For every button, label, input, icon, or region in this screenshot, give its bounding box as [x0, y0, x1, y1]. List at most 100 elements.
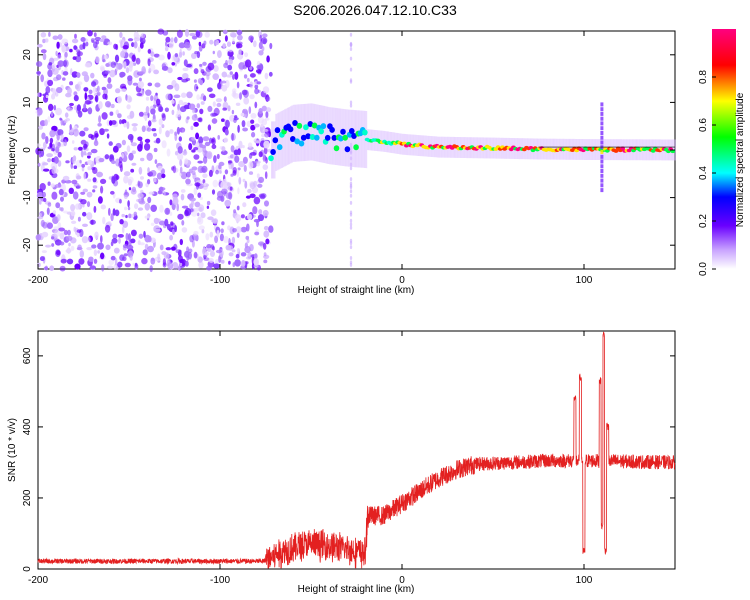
spectrogram-noise-blob	[145, 89, 152, 96]
spectrogram-noise-blob	[243, 165, 247, 172]
spectrogram-noise-blob	[68, 242, 71, 247]
spectrogram-noise-blob	[193, 68, 199, 75]
spectrogram-noise-blob	[105, 101, 111, 108]
spectrogram-noise-blob	[41, 231, 49, 238]
spectrogram-noise-blob	[217, 135, 220, 140]
spectrogram-noise-blob	[258, 209, 263, 215]
spectrogram-noise-blob	[77, 244, 82, 250]
spectrogram-band-halo	[310, 103, 312, 161]
spectrogram-noise-blob	[85, 41, 89, 47]
spectrogram-noise-blob	[87, 155, 91, 159]
spectrogram-streak-blob	[349, 218, 353, 223]
spectrogram-noise-blob	[171, 246, 176, 251]
spectrogram-noise-blob	[117, 234, 124, 238]
spectrogram-band-halo	[303, 104, 305, 162]
spectrogram-noise-blob	[263, 252, 267, 257]
spectrogram-noise-blob	[211, 189, 216, 195]
spectrogram-noise-blob	[138, 166, 143, 175]
spectrogram-noise-blob	[57, 54, 62, 59]
spectrogram-noise-blob	[138, 111, 144, 117]
spectrogram-noise-blob	[99, 128, 105, 136]
spectrogram-spike-cell	[600, 169, 604, 173]
spectrogram-noise-blob	[129, 255, 133, 261]
spectrogram-noise-blob	[254, 160, 261, 164]
spectrogram-noise-blob	[69, 81, 74, 86]
spectrogram-noise-blob	[165, 36, 171, 43]
spectrogram-noise-blob	[90, 219, 94, 225]
spectrogram-noise-blob	[198, 204, 205, 212]
spectrogram-noise-blob	[196, 212, 200, 217]
spectrogram-noise-blob	[61, 38, 69, 45]
colorbar-label: Normalized spectral amplitude	[735, 92, 746, 227]
spectrogram-noise-blob	[194, 201, 201, 208]
spectrogram-noise-blob	[99, 38, 105, 43]
spectrogram-noise-blob	[102, 216, 106, 225]
spectrogram-noise-blob	[48, 31, 51, 37]
spectrogram-noise-blob	[47, 181, 51, 186]
spectrogram-band-halo	[289, 106, 292, 164]
spectrogram-noise-blob	[181, 220, 185, 226]
spectrogram-noise-blob	[224, 199, 231, 207]
spectrogram-noise-blob	[143, 111, 148, 116]
spectrogram-noise-blob	[182, 128, 185, 133]
spectrogram-noise-blob	[100, 178, 107, 184]
spectrogram-noise-blob	[181, 205, 189, 209]
spectrogram-noise-blob	[133, 41, 138, 49]
spectrogram-noise-blob	[197, 192, 202, 198]
spectrogram-noise-blob	[131, 150, 136, 155]
spectrogram-noise-blob	[172, 228, 175, 235]
spectrogram-noise-blob	[242, 202, 247, 208]
spectrogram-noise-blob	[154, 159, 158, 165]
spectrogram-noise-blob	[42, 141, 47, 149]
spectrogram-noise-blob	[65, 235, 73, 241]
spectrogram-noise-blob	[125, 67, 130, 74]
spectrogram-noise-blob	[161, 173, 166, 179]
spectrogram-noise-blob	[202, 136, 210, 142]
spectrogram-noise-blob	[46, 207, 50, 215]
spectrogram-noise-blob	[177, 152, 184, 161]
spectrogram-noise-blob	[93, 32, 97, 37]
spectrogram-noise-blob	[59, 232, 65, 240]
spectrogram-noise-blob	[92, 185, 98, 189]
spectrogram-noise-blob	[80, 139, 87, 145]
spectrogram-noise-blob	[93, 205, 97, 213]
spectrogram-noise-blob	[259, 34, 263, 43]
spectrogram-noise-blob	[227, 64, 233, 71]
spectrogram-noise-blob	[55, 146, 60, 154]
snr-ytick-label: 0	[22, 566, 33, 572]
spectrogram-band-cell	[290, 136, 296, 142]
spectrogram-noise-blob	[113, 43, 118, 50]
spectrogram-noise-blob	[269, 42, 273, 50]
spectrogram-noise-blob	[87, 151, 92, 156]
spectrogram-band-cell	[353, 144, 359, 151]
spectrogram-noise-blob	[166, 148, 171, 157]
spectrogram-noise-blob	[135, 34, 141, 39]
spectrogram-noise-blob	[144, 215, 150, 219]
spectrogram-noise-blob	[41, 250, 48, 254]
spectrogram-band-halo	[300, 104, 302, 162]
spectrogram-noise-blob	[120, 50, 126, 58]
spectrogram-noise-blob	[60, 134, 64, 141]
spectrogram-noise-blob	[234, 115, 238, 119]
spectrogram-noise-blob	[197, 216, 202, 223]
spectrogram-noise-blob	[203, 182, 207, 186]
spectrogram-noise-blob	[90, 148, 98, 154]
spectrogram-noise-blob	[129, 110, 135, 119]
spectrogram-noise-blob	[50, 183, 55, 188]
spectrogram-noise-blob	[110, 241, 114, 247]
spectrogram-noise-blob	[63, 119, 68, 124]
spectrogram-noise-blob	[144, 143, 151, 151]
spectrogram-noise-blob	[243, 97, 250, 105]
spectrogram-noise-blob	[216, 102, 222, 108]
spectrogram-signal-band	[268, 102, 676, 193]
spectrogram-noise-blob	[183, 59, 188, 67]
spectrogram-noise-blob	[204, 141, 211, 147]
spectrogram-noise-blob	[37, 107, 43, 116]
spectrogram-spike-cell	[600, 188, 604, 193]
spectrogram-noise-blob	[206, 200, 211, 206]
spectrogram-noise-blob	[131, 54, 136, 63]
spectrogram-noise-blob	[247, 188, 252, 194]
spectrogram-streak-blob	[349, 78, 353, 83]
spectrogram-band-halo	[329, 107, 331, 165]
spectrogram-streak-blob	[349, 67, 353, 72]
